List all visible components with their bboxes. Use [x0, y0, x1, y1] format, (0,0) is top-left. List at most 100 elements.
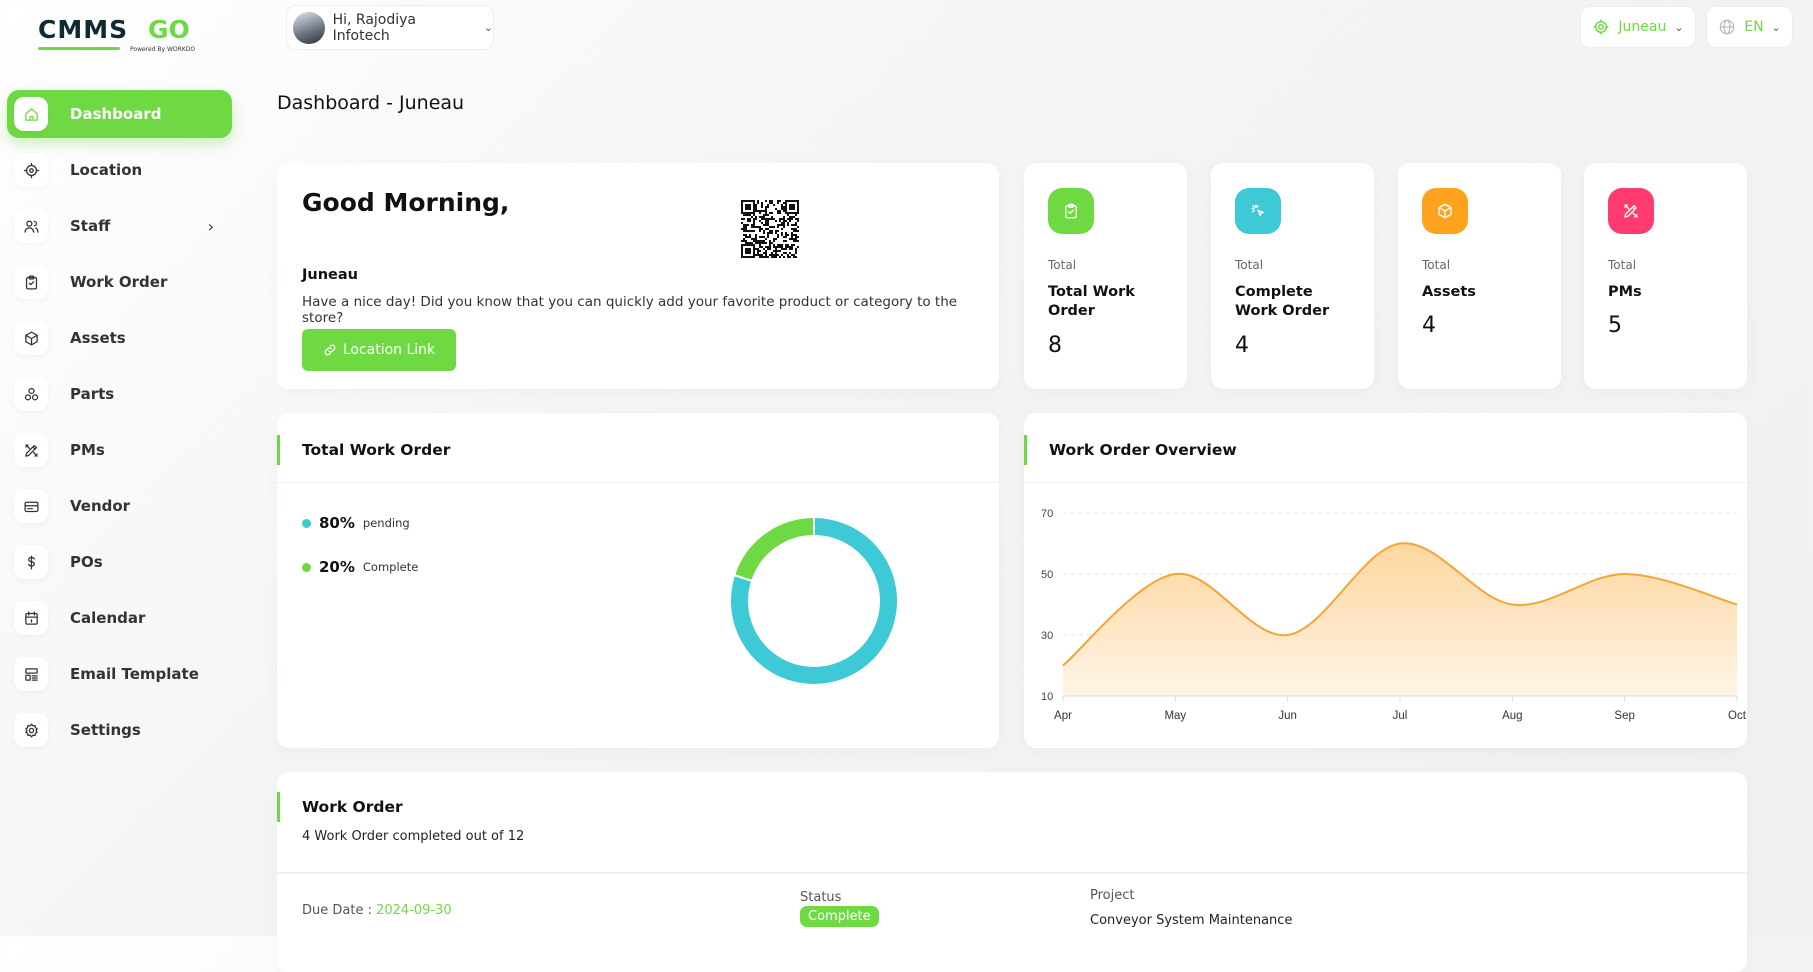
sidebar-item-settings[interactable]: Settings — [7, 706, 232, 754]
sidebar-icon-wrap — [14, 433, 48, 467]
stat-value: 4 — [1422, 313, 1436, 338]
sidebar-icon-wrap — [14, 377, 48, 411]
location-icon — [1593, 19, 1609, 35]
sidebar-item-label: Staff — [70, 217, 111, 235]
dollar-icon — [27, 554, 35, 570]
sidebar-item-calendar[interactable]: Calendar — [7, 594, 232, 642]
gear-icon — [24, 722, 38, 738]
sidebar-item-label: Calendar — [70, 609, 146, 627]
globe-icon — [1719, 19, 1735, 35]
legend-label: Complete — [362, 560, 419, 574]
template-icon — [24, 667, 38, 681]
sidebar-item-work-order[interactable]: Work Order — [7, 258, 232, 306]
welcome-message: Have a nice day! Did you know that you c… — [302, 294, 958, 326]
card-title: Total Work Order — [277, 435, 450, 465]
qr-code[interactable] — [741, 200, 799, 258]
sidebar-icon-wrap — [14, 209, 48, 243]
y-tick-label: 30 — [1041, 630, 1053, 642]
user-menu[interactable]: Hi, Rajodiya Infotech ⌄ — [286, 5, 494, 50]
sidebar-icon-wrap — [14, 657, 48, 691]
calendar-icon — [24, 610, 38, 625]
sidebar-item-location[interactable]: Location — [7, 146, 232, 194]
svg-text:Powered By WORKDO: Powered By WORKDO — [130, 46, 195, 53]
stat-value: 5 — [1608, 313, 1622, 338]
legend-percent: 20% — [319, 558, 355, 576]
chevron-down-icon: ⌄ — [1771, 20, 1781, 34]
sidebar-item-label: Dashboard — [70, 105, 162, 123]
sidebar-item-staff[interactable]: Staff › — [7, 202, 232, 250]
x-tick-label: Jul — [1393, 710, 1408, 722]
clipboard-check-icon — [25, 274, 37, 290]
svg-text:GO: GO — [148, 15, 190, 44]
sidebar-item-label: POs — [70, 553, 103, 571]
svg-text:CMMS: CMMS — [38, 15, 128, 44]
x-tick-label: May — [1164, 710, 1186, 722]
donut-slice-pending[interactable] — [729, 515, 899, 686]
cmmsgo-logo: CMMS GO Powered By WORKDO — [38, 15, 195, 53]
cube-icon — [1438, 203, 1452, 219]
stat-icon-wrap — [1608, 188, 1654, 234]
location-icon — [23, 162, 39, 178]
legend-pending: 80% pending — [302, 514, 410, 532]
sidebar-item-dashboard[interactable]: Dashboard — [7, 90, 232, 138]
x-tick-label: Oct — [1728, 710, 1747, 722]
stat-icon-wrap — [1048, 188, 1094, 234]
card-icon — [23, 501, 39, 512]
legend-label: pending — [362, 516, 410, 530]
chevron-right-icon: › — [207, 216, 214, 236]
sidebar-icon-wrap — [14, 97, 48, 131]
legend-complete: 20% Complete — [302, 558, 418, 576]
cube-icon — [24, 330, 38, 346]
y-tick-label: 10 — [1041, 691, 1053, 703]
stat-card-total-work-order: Total Total Work Order 8 — [1024, 163, 1187, 389]
work-order-overview-card: Work Order Overview 70 50 30 10 Apr May Jun Jul… — [1024, 413, 1747, 748]
stat-title: Total Work Order — [1048, 284, 1135, 319]
location-switcher[interactable]: Juneau ⌄ — [1580, 6, 1696, 48]
donut-chart — [729, 515, 899, 686]
project-name: Conveyor System Maintenance — [1090, 913, 1293, 928]
stat-label: Total — [1608, 258, 1637, 272]
stat-value: 8 — [1048, 333, 1062, 358]
card-title: Work Order — [277, 792, 403, 822]
sidebar-item-pos[interactable]: POs — [7, 538, 232, 586]
click-icon — [1251, 204, 1264, 217]
language-switcher[interactable]: EN ⌄ — [1706, 6, 1793, 48]
location-label: Juneau — [1618, 19, 1667, 35]
location-link-label: Location Link — [342, 342, 436, 358]
sidebar-item-label: PMs — [70, 441, 105, 459]
sidebar-item-assets[interactable]: Assets — [7, 314, 232, 362]
sidebar-item-pms[interactable]: PMs — [7, 426, 232, 474]
stat-icon-wrap — [1235, 188, 1281, 234]
sidebar-item-email-template[interactable]: Email Template — [7, 650, 232, 698]
stat-icon-wrap — [1422, 188, 1468, 234]
donut-slice-complete[interactable] — [732, 515, 815, 583]
y-tick-label: 70 — [1041, 508, 1053, 520]
total-work-order-card: Total Work Order 80% pending 20% Complete — [277, 413, 999, 748]
sidebar-item-label: Parts — [70, 385, 115, 403]
sidebar-icon-wrap — [14, 265, 48, 299]
card-title: Work Order Overview — [1024, 435, 1237, 465]
users-icon — [23, 220, 39, 233]
stat-label: Total — [1235, 258, 1264, 272]
stat-card-pms: Total PMs 5 — [1584, 163, 1747, 389]
sidebar-icon-wrap — [14, 489, 48, 523]
stat-title: Complete Work Order — [1235, 284, 1330, 319]
sidebar-item-parts[interactable]: Parts — [7, 370, 232, 418]
x-tick-label: Apr — [1054, 710, 1072, 722]
welcome-card: Good Morning, Juneau Have a nice day! Di… — [277, 163, 999, 389]
circles-icon — [24, 387, 38, 400]
link-icon — [324, 344, 336, 356]
sidebar-icon-wrap — [14, 321, 48, 355]
sidebar-item-label: Work Order — [70, 273, 168, 291]
greeting-heading: Good Morning, — [302, 188, 510, 217]
home-icon — [24, 107, 38, 121]
due-date-value: 2024-09-30 — [376, 903, 452, 918]
sidebar-item-label: Vendor — [70, 497, 131, 515]
due-date: Due Date : 2024-09-30 — [302, 903, 452, 918]
sidebar-item-vendor[interactable]: Vendor — [7, 482, 232, 530]
stat-label: Total — [1048, 258, 1077, 272]
stat-title: Assets — [1422, 284, 1476, 300]
location-link-button[interactable]: Location Link — [302, 329, 456, 371]
sidebar-item-label: Email Template — [70, 665, 199, 683]
legend-dot — [302, 562, 311, 572]
